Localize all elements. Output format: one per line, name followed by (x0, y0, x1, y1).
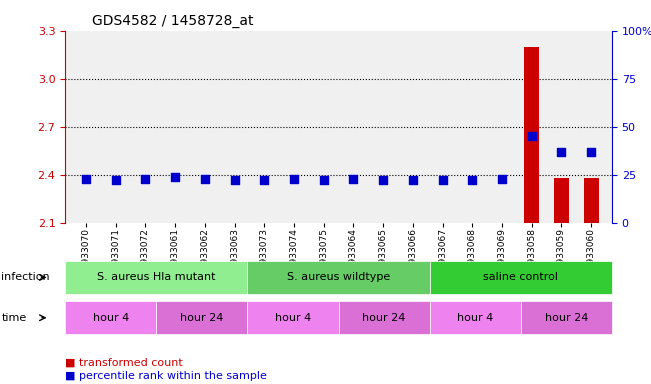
Point (229, 177, 240, 184)
Point (140, 175, 150, 182)
Text: hour 4: hour 4 (457, 313, 493, 323)
Text: saline control: saline control (483, 272, 559, 283)
Point (348, 175, 359, 182)
Bar (495, 223, 509, 384)
Point (289, 175, 299, 182)
Bar (138, 223, 153, 384)
Text: S. aureus wildtype: S. aureus wildtype (287, 272, 390, 283)
Bar (79, 223, 93, 384)
Point (556, 149, 566, 155)
Text: infection: infection (1, 272, 50, 283)
Point (408, 177, 418, 184)
Point (497, 175, 507, 182)
Point (437, 177, 448, 184)
Point (586, 149, 596, 155)
Bar (554, 178, 569, 384)
Text: time: time (1, 313, 27, 323)
Text: hour 24: hour 24 (363, 313, 406, 323)
Point (259, 177, 270, 184)
Text: hour 4: hour 4 (275, 313, 311, 323)
Point (81, 175, 91, 182)
Point (170, 174, 180, 180)
Point (378, 177, 388, 184)
Bar (584, 178, 598, 384)
Point (318, 177, 329, 184)
Bar (435, 223, 450, 384)
Bar (108, 223, 123, 384)
Bar (346, 223, 361, 384)
Text: hour 24: hour 24 (545, 313, 588, 323)
Text: GDS4582 / 1458728_at: GDS4582 / 1458728_at (92, 14, 254, 28)
Bar (168, 223, 182, 384)
Text: ■ percentile rank within the sample: ■ percentile rank within the sample (65, 371, 267, 381)
Bar (406, 223, 421, 384)
Bar (376, 223, 391, 384)
Text: ■ transformed count: ■ transformed count (65, 358, 183, 368)
Bar (524, 47, 539, 384)
Point (467, 177, 477, 184)
Bar (197, 223, 212, 384)
Text: hour 4: hour 4 (92, 313, 129, 323)
Bar (256, 223, 271, 384)
Text: hour 24: hour 24 (180, 313, 223, 323)
Point (200, 175, 210, 182)
Bar (286, 223, 301, 384)
Point (111, 177, 121, 184)
Bar (316, 223, 331, 384)
Point (527, 133, 537, 139)
Bar (465, 223, 480, 384)
Text: S. aureus Hla mutant: S. aureus Hla mutant (97, 272, 215, 283)
Bar (227, 223, 242, 384)
